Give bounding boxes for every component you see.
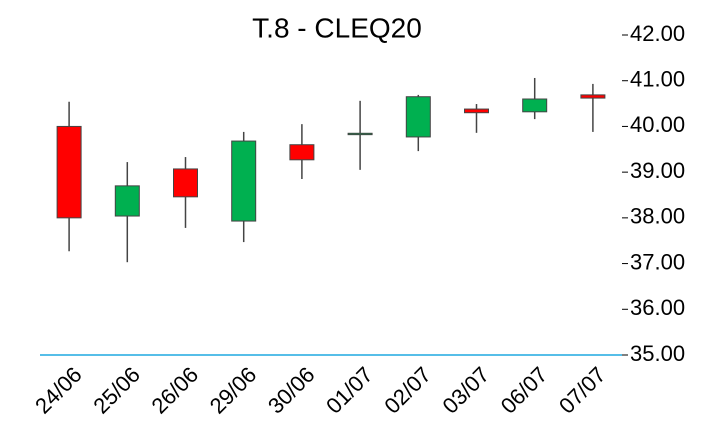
y-tick-label: 42.00 [630,21,685,46]
candle-body [522,98,548,113]
x-tick-label: 29/06 [205,362,262,419]
candle-body [173,168,198,198]
chart-title: T.8 - CLEQ20 [252,12,422,43]
y-tick-label: 41.00 [630,67,685,92]
candle-body [231,140,257,222]
x-tick-label: 06/07 [496,362,553,419]
y-tick-label: 39.00 [630,158,685,183]
x-tick-label: 24/06 [30,362,87,419]
y-tick-label: 38.00 [630,204,685,229]
x-tick-label: 30/06 [263,362,320,419]
x-tick-label: 02/07 [379,362,436,419]
candle-body [56,125,82,219]
x-tick-label: 07/07 [554,362,611,419]
x-tick-label: 01/07 [321,362,378,419]
y-tick-label: 35.00 [630,341,685,366]
candle-body [114,185,140,217]
y-tick-label: 36.00 [630,295,685,320]
candle-body [347,132,373,136]
x-tick-label: 26/06 [147,362,204,419]
x-tick-label: 03/07 [438,362,495,419]
candle-body [580,94,606,99]
candle-body [289,144,315,161]
y-tick-label: 37.00 [630,249,685,274]
candle-body [464,108,489,114]
y-tick-label: 40.00 [630,112,685,137]
x-tick-label: 25/06 [88,362,145,419]
candle-body [405,96,431,138]
